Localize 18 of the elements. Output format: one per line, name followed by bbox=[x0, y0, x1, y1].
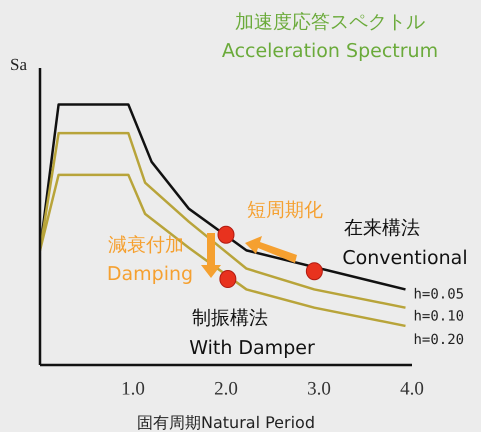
x-tick-label: 4.0 bbox=[400, 378, 424, 400]
annotation: 制振構法 bbox=[192, 307, 268, 329]
annotation: 短周期化 bbox=[247, 199, 323, 221]
series-label: h=0.05 bbox=[413, 286, 464, 302]
annotation: 減衰付加 bbox=[108, 234, 184, 256]
chart-subtitle: Acceleration Spectrum bbox=[222, 40, 438, 62]
annotation: Conventional bbox=[342, 247, 468, 269]
chart-title: 加速度応答スペクトル bbox=[235, 11, 425, 33]
annotation: Damping bbox=[106, 263, 194, 285]
x-tick-label: 2.0 bbox=[214, 378, 238, 400]
x-tick-label: 3.0 bbox=[307, 378, 331, 400]
y-axis-title: Sa bbox=[10, 55, 28, 74]
series-label: h=0.10 bbox=[413, 308, 464, 325]
annotation: With Damper bbox=[189, 337, 315, 359]
x-axis-title: 固有周期Natural Period bbox=[137, 413, 315, 432]
series-label: h=0.20 bbox=[413, 332, 464, 348]
x-tick-label: 1.0 bbox=[121, 378, 145, 400]
annotation: 在来構法 bbox=[344, 217, 420, 239]
